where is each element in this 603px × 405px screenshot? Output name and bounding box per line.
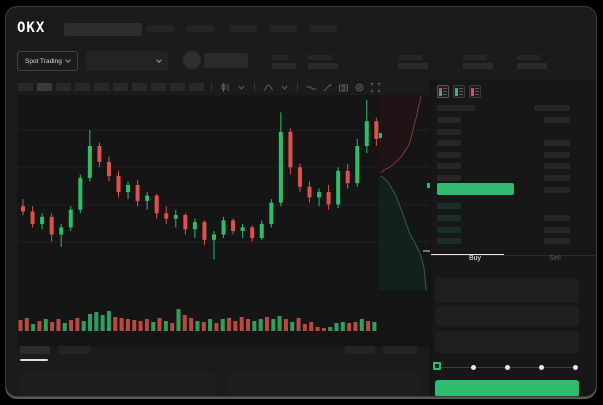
bid-row-price[interactable] [437, 203, 461, 209]
chevron-down-icon[interactable] [278, 81, 290, 93]
bid-row-price[interactable] [437, 238, 461, 245]
candle-style-icon[interactable] [219, 81, 231, 93]
bottom-action-2[interactable] [383, 346, 417, 354]
timeframe-button-7[interactable] [132, 83, 147, 91]
ask-row-amount[interactable] [544, 140, 570, 147]
ticker-stat-5 [517, 55, 547, 69]
timeframe-button-1[interactable] [18, 83, 33, 91]
slider-handle[interactable] [433, 362, 441, 370]
ticker-stat-3 [398, 55, 428, 69]
draw-icon[interactable] [321, 81, 333, 93]
line-style-icon[interactable] [305, 81, 317, 93]
ask-row-price[interactable] [437, 163, 461, 170]
order-book-panel: Buy Sell [430, 79, 596, 396]
timeframe-button-8[interactable] [151, 83, 166, 91]
nav-item-5[interactable] [310, 25, 337, 32]
pair-dropdown[interactable] [86, 51, 168, 71]
order-book-last-price[interactable] [437, 183, 514, 195]
timeframe-button-9[interactable] [170, 83, 185, 91]
total-field[interactable] [435, 331, 579, 353]
bottom-tab-2[interactable] [58, 346, 90, 354]
ask-row-price[interactable] [437, 151, 461, 158]
search-input[interactable] [64, 23, 142, 36]
timeframe-button-4[interactable] [75, 83, 90, 91]
orders-box-right [228, 373, 420, 396]
book-view-bids-icon[interactable] [453, 85, 465, 98]
tab-sell[interactable]: Sell [549, 255, 561, 262]
slider-stop-2[interactable] [471, 365, 476, 370]
bid-row-price[interactable] [437, 226, 461, 233]
ask-row-amount[interactable] [544, 151, 570, 158]
book-view-asks-icon[interactable] [469, 85, 481, 98]
indicator-icon[interactable] [262, 81, 274, 93]
ask-row-amount[interactable] [544, 175, 570, 181]
chart-area [17, 95, 430, 347]
bottom-action-1[interactable] [345, 346, 375, 354]
candlestick-chart [17, 100, 430, 331]
last-price-placeholder [204, 53, 248, 68]
timeframe-button-10[interactable] [189, 83, 204, 91]
chevron-down-icon [156, 57, 162, 63]
nav-item-4[interactable] [270, 25, 297, 32]
nav-item-2[interactable] [187, 25, 214, 32]
ticker-stat-4 [463, 55, 493, 69]
price-field[interactable] [435, 278, 579, 303]
timeframe-button-3[interactable] [56, 83, 71, 91]
slider-stop-5[interactable] [573, 365, 578, 370]
ask-row-price[interactable] [437, 175, 461, 181]
buy-button[interactable] [435, 380, 579, 396]
bottom-tab-underline [20, 359, 48, 361]
bottom-tab-active[interactable] [20, 346, 50, 354]
ticker-stat-2 [308, 55, 338, 69]
coin-icon [183, 51, 201, 69]
book-col-header-amount [534, 105, 570, 111]
bid-row-amount[interactable] [544, 214, 570, 221]
nav-item-1[interactable] [147, 25, 174, 32]
ask-row-amount[interactable] [544, 186, 570, 193]
okx-logo[interactable]: OKX [17, 20, 46, 36]
chevron-down-icon [65, 57, 71, 63]
ticker-stat-1 [272, 55, 296, 69]
ask-row-amount[interactable] [544, 163, 570, 170]
depth-chart [379, 95, 430, 291]
market-type-dropdown[interactable]: Spot Trading [17, 51, 78, 71]
book-col-header-price [437, 105, 475, 111]
timeframe-button-2[interactable] [37, 83, 52, 91]
bid-row-amount[interactable] [544, 238, 570, 245]
slider-stop-4[interactable] [539, 365, 544, 370]
bid-row-amount[interactable] [544, 226, 570, 233]
nav-item-3[interactable] [230, 25, 257, 32]
chevron-down-icon[interactable] [235, 81, 247, 93]
book-view-both-icon[interactable] [437, 85, 449, 98]
ask-row-price[interactable] [437, 128, 461, 135]
timeframe-button-6[interactable] [113, 83, 128, 91]
tab-buy[interactable]: Buy [468, 255, 482, 262]
camera-icon[interactable] [337, 81, 349, 93]
market-type-label: Spot Trading [25, 57, 62, 65]
chart-toolbar [18, 79, 381, 95]
slider-stop-3[interactable] [505, 365, 510, 370]
amount-field[interactable] [435, 306, 579, 326]
fullscreen-icon[interactable] [369, 81, 381, 93]
app-window: OKX Spot Trading Buy Sell [5, 6, 597, 397]
ask-row-amount[interactable] [544, 117, 570, 123]
ask-row-price[interactable] [437, 117, 461, 123]
timeframe-button-5[interactable] [94, 83, 109, 91]
ask-row-price[interactable] [437, 140, 461, 147]
orders-box-left [20, 373, 216, 396]
settings-icon[interactable] [353, 81, 365, 93]
bid-row-price[interactable] [437, 214, 461, 221]
